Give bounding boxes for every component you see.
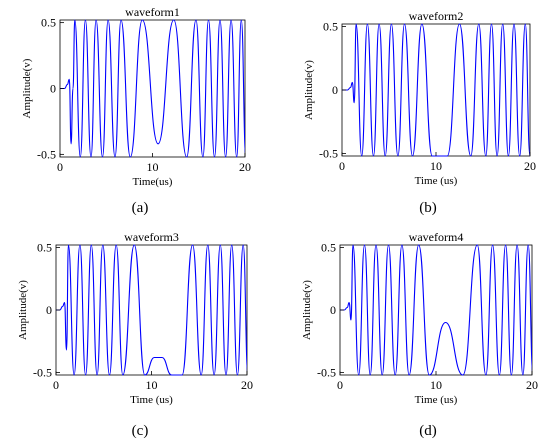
chart-title: waveform3	[124, 230, 179, 244]
y-tick-label: 0	[46, 303, 52, 317]
chart-title: waveform4	[409, 230, 464, 244]
y-axis-label: Amplitude(v)	[301, 280, 313, 340]
x-tick-label: 20	[241, 378, 253, 392]
x-tick-label: 0	[57, 160, 63, 174]
x-tick-label: 10	[146, 378, 158, 392]
chart-title: waveform1	[125, 5, 180, 19]
y-tick-label: 0.5	[323, 20, 338, 34]
x-axis-label: Time (us)	[415, 175, 458, 187]
waveform-line	[340, 244, 532, 376]
x-axis-label: Time (us)	[130, 394, 173, 406]
x-tick-label: 10	[147, 160, 159, 174]
subfigure-caption: (b)	[419, 200, 437, 216]
y-axis-label: Amplitude(v)	[17, 280, 29, 340]
waveform-line	[342, 23, 530, 157]
x-axis-label: Time (us)	[415, 394, 458, 406]
x-tick-label: 0	[337, 378, 343, 392]
x-tick-label: 0	[339, 159, 345, 173]
subfigure-caption: (a)	[132, 200, 149, 216]
y-tick-label: 0	[330, 303, 336, 317]
chart-title: waveform2	[409, 9, 464, 23]
y-tick-label: 0	[332, 83, 338, 97]
y-tick-label: 0	[50, 82, 56, 96]
x-tick-label: 20	[239, 160, 251, 174]
subplot-1: 0 10 20-0.500.5waveform1Time(us)Amplitude(…	[21, 5, 251, 216]
subfigure-caption: (c)	[132, 423, 149, 439]
x-tick-label: 10	[430, 159, 442, 173]
y-tick-label: 0.5	[321, 241, 336, 255]
x-tick-label: 0	[53, 378, 59, 392]
waveform-line	[56, 244, 247, 376]
x-axis-label: Time(us)	[133, 176, 173, 188]
x-tick-label: 10	[430, 378, 442, 392]
y-tick-label: 0.5	[37, 241, 52, 255]
plot-frame	[59, 19, 246, 158]
y-tick-label: 0.5	[41, 16, 56, 30]
y-tick-label: -0.5	[33, 366, 52, 380]
y-tick-label: -0.5	[37, 147, 56, 161]
subfigure-caption: (d)	[419, 423, 437, 439]
y-axis-label: Amplitude(v)	[21, 58, 33, 118]
x-tick-label: 20	[524, 159, 536, 173]
y-tick-label: -0.5	[317, 366, 336, 380]
waveform-line	[60, 19, 245, 158]
x-tick-label: 20	[526, 378, 538, 392]
y-tick-label: -0.5	[319, 146, 338, 160]
y-axis-label: Amplitude(v)	[303, 60, 315, 120]
plot-frame	[55, 244, 248, 376]
